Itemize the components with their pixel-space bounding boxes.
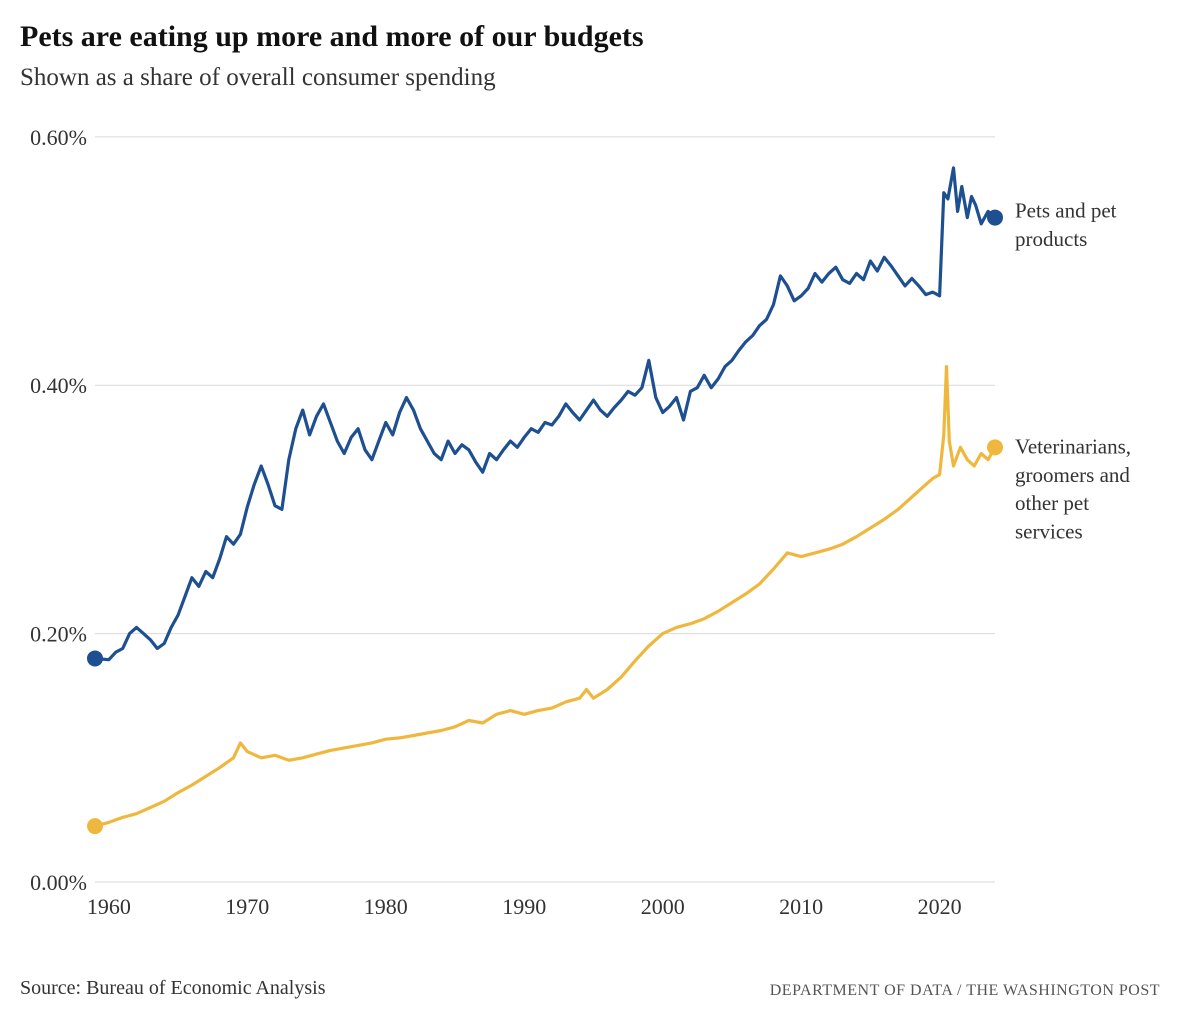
chart-footer: Source: Bureau of Economic Analysis DEPA…	[20, 977, 1160, 1000]
series-start-marker-pets_products	[87, 650, 103, 666]
chart-container: Pets are eating up more and more of our …	[0, 0, 1180, 1020]
chart-plot-area: 0.00% 0.20% 0.40% 0.60% 1960 1970 1980 1990 2000…	[20, 112, 1160, 947]
x-tick-label: 1960	[87, 894, 131, 919]
y-tick-label: 0.40%	[30, 373, 87, 398]
chart-title: Pets are eating up more and more of our …	[20, 20, 1160, 54]
y-tick-label: 0.60%	[30, 125, 87, 150]
series-line-vet_services	[95, 367, 995, 826]
y-tick-label: 0.00%	[30, 870, 87, 895]
credit-text: DEPARTMENT OF DATA / THE WASHINGTON POST	[770, 982, 1160, 1000]
x-tick-label: 2000	[641, 894, 685, 919]
series-label-vet_services: Veterinarians,groomers andother petservi…	[1015, 435, 1131, 544]
series-start-marker-vet_services	[87, 818, 103, 834]
x-tick-label: 1990	[502, 894, 546, 919]
chart-subtitle: Shown as a share of overall consumer spe…	[20, 64, 1160, 92]
x-tick-label: 1970	[225, 894, 269, 919]
series-line-pets_products	[95, 168, 995, 660]
series-end-marker-vet_services	[987, 439, 1003, 455]
x-tick-label: 2010	[779, 894, 823, 919]
y-tick-label: 0.20%	[30, 622, 87, 647]
x-tick-label: 2020	[918, 894, 962, 919]
chart-svg: 0.00% 0.20% 0.40% 0.60% 1960 1970 1980 1990 2000…	[20, 112, 1180, 942]
series-end-marker-pets_products	[987, 210, 1003, 226]
x-tick-label: 1980	[364, 894, 408, 919]
source-text: Source: Bureau of Economic Analysis	[20, 977, 326, 1000]
series-label-pets_products: Pets and petproducts	[1015, 199, 1117, 251]
